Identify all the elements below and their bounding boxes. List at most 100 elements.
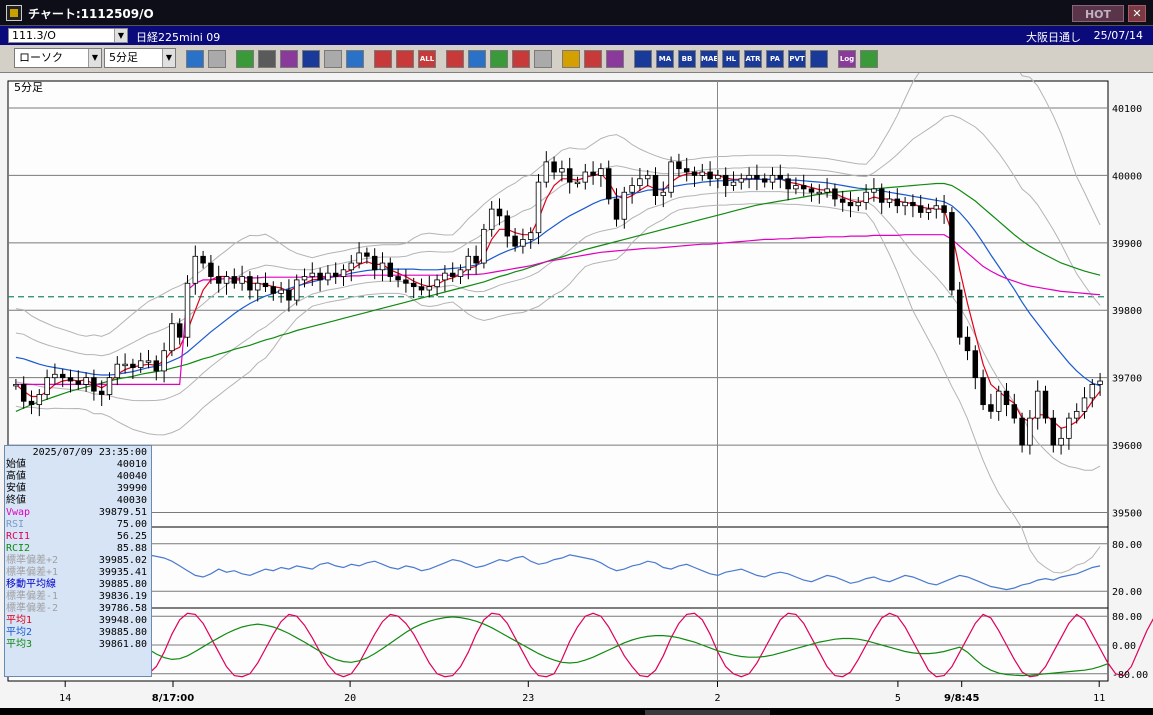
candle-body bbox=[761, 178, 768, 183]
candle-b-icon[interactable] bbox=[396, 50, 414, 68]
chart-area[interactable]: 40100 40000 39900 39800 39700 39600 39500 80.00… bbox=[0, 73, 1153, 715]
settings-gray-icon[interactable] bbox=[534, 50, 552, 68]
data-panel-row: 標準偏差-2 39786.58 bbox=[5, 603, 151, 615]
ttm-icon[interactable] bbox=[634, 50, 652, 68]
all-icon[interactable]: ALL bbox=[418, 50, 436, 68]
candle-body bbox=[137, 360, 144, 368]
candle-body bbox=[504, 215, 511, 237]
split-icon[interactable] bbox=[512, 50, 530, 68]
wrench-icon[interactable] bbox=[584, 50, 602, 68]
data-panel-row: 安値 39990 bbox=[5, 483, 151, 495]
x-tick-label: 20 bbox=[344, 693, 356, 704]
candle-body bbox=[122, 363, 128, 367]
candle-body bbox=[1066, 417, 1072, 439]
data-panel-row: Vwap 39879.51 bbox=[5, 507, 151, 519]
plot-background bbox=[7, 80, 1109, 682]
search-chart-icon[interactable] bbox=[468, 50, 486, 68]
data-panel: 2025/07/09 23:35:00 始値 40010 高値 40040 安値 3999… bbox=[4, 445, 152, 677]
candle-body bbox=[598, 168, 604, 176]
candle-body bbox=[13, 384, 19, 387]
data-panel-value: 85.88 bbox=[116, 543, 147, 554]
candle-body bbox=[340, 269, 347, 277]
horizontal-scrollbar[interactable] bbox=[0, 708, 1153, 715]
scrollbar-thumb[interactable] bbox=[645, 710, 770, 715]
document-icon[interactable] bbox=[324, 50, 342, 68]
interval-select[interactable]: 5分足 ▼ bbox=[104, 48, 176, 68]
cursor-icon[interactable] bbox=[280, 50, 298, 68]
hot-button[interactable]: HOT bbox=[1072, 5, 1124, 22]
symbol-code-select[interactable]: 111.3/O ▼ bbox=[8, 28, 128, 43]
pa-icon[interactable]: PA bbox=[766, 50, 784, 68]
candle-body bbox=[683, 168, 690, 173]
info-bar: 111.3/O ▼ 日経225mini 09 大阪日通し 25/07/14 bbox=[0, 26, 1153, 45]
chart-type-select[interactable]: ローソク ▼ bbox=[14, 48, 102, 68]
candle-body bbox=[925, 208, 932, 213]
candle-body bbox=[91, 377, 97, 392]
candle-body bbox=[52, 373, 58, 379]
candle-body bbox=[75, 380, 82, 385]
candle-body bbox=[847, 201, 854, 207]
candle-body bbox=[278, 289, 284, 294]
data-panel-row: 平均3 39861.80 bbox=[5, 639, 151, 651]
window-icon[interactable] bbox=[810, 50, 828, 68]
candle-body bbox=[348, 262, 355, 271]
data-panel-value: 40010 bbox=[116, 459, 147, 470]
ma-icon[interactable]: MA bbox=[656, 50, 674, 68]
zoom-icon[interactable] bbox=[186, 50, 204, 68]
candle-body bbox=[418, 286, 425, 291]
candle-body bbox=[715, 174, 721, 180]
x-tick-label: 23 bbox=[522, 693, 534, 704]
bar-chart-icon[interactable] bbox=[490, 50, 508, 68]
candle-body bbox=[1050, 417, 1057, 446]
palette-icon[interactable] bbox=[606, 50, 624, 68]
data-panel-value: 39985.02 bbox=[98, 555, 147, 566]
candle-body bbox=[910, 201, 916, 207]
candle-body bbox=[1089, 384, 1096, 399]
candle-body bbox=[442, 272, 448, 281]
arrow-down-icon[interactable] bbox=[446, 50, 464, 68]
bb-icon[interactable]: BB bbox=[678, 50, 696, 68]
candle-body bbox=[254, 282, 261, 291]
candle-body bbox=[660, 191, 667, 197]
chevron-down-icon[interactable]: ▼ bbox=[114, 29, 127, 42]
data-panel-value: 39948.00 bbox=[98, 615, 147, 626]
candle-body bbox=[317, 272, 323, 281]
close-button[interactable]: ✕ bbox=[1128, 5, 1146, 22]
candle-body bbox=[621, 191, 628, 220]
candle-body bbox=[769, 174, 776, 183]
data-panel-value: 39885.80 bbox=[98, 579, 147, 590]
hl-icon[interactable]: HL bbox=[722, 50, 740, 68]
pvt-icon[interactable]: PVT bbox=[788, 50, 806, 68]
candle-body bbox=[192, 255, 199, 284]
grid-icon[interactable] bbox=[562, 50, 580, 68]
chart-svg[interactable]: 40100 40000 39900 39800 39700 39600 39500 80.00… bbox=[0, 73, 1153, 715]
mae-icon[interactable]: MAE bbox=[700, 50, 718, 68]
layout-icon[interactable] bbox=[208, 50, 226, 68]
chevron-down-icon[interactable]: ▼ bbox=[162, 49, 175, 67]
log-icon[interactable]: Log bbox=[838, 50, 856, 68]
atr-icon[interactable]: ATR bbox=[744, 50, 762, 68]
series-line bbox=[15, 178, 1101, 387]
data-panel-value: 75.00 bbox=[116, 519, 147, 530]
trash-icon[interactable] bbox=[346, 50, 364, 68]
data-panel-label: RCI1 bbox=[6, 531, 31, 542]
candle-body bbox=[169, 323, 175, 352]
y-tick-label: 20.00 bbox=[1112, 587, 1142, 598]
candle-body bbox=[293, 279, 300, 301]
candle-body bbox=[106, 377, 113, 395]
chart-toolbar: ローソク ▼ 5分足 ▼ ALL MA BB MAE HL AT bbox=[0, 45, 1153, 73]
band-line bbox=[15, 203, 1101, 574]
arrow-icon[interactable] bbox=[302, 50, 320, 68]
draw-line-icon[interactable] bbox=[236, 50, 254, 68]
candle-body bbox=[676, 161, 682, 170]
chevron-down-icon[interactable]: ▼ bbox=[88, 49, 101, 67]
candle-body bbox=[1097, 380, 1103, 385]
candle-a-icon[interactable] bbox=[374, 50, 392, 68]
toolbar-icons: ALL MA BB MAE HL ATR PA PVT Log bbox=[186, 49, 882, 69]
exit-icon[interactable] bbox=[860, 50, 878, 68]
candle-body bbox=[83, 377, 89, 385]
data-panel-row: 移動平均線 39885.80 bbox=[5, 579, 151, 591]
x-tick-label: 11 bbox=[1093, 693, 1105, 704]
pen-icon[interactable] bbox=[258, 50, 276, 68]
candle-body bbox=[886, 198, 893, 203]
